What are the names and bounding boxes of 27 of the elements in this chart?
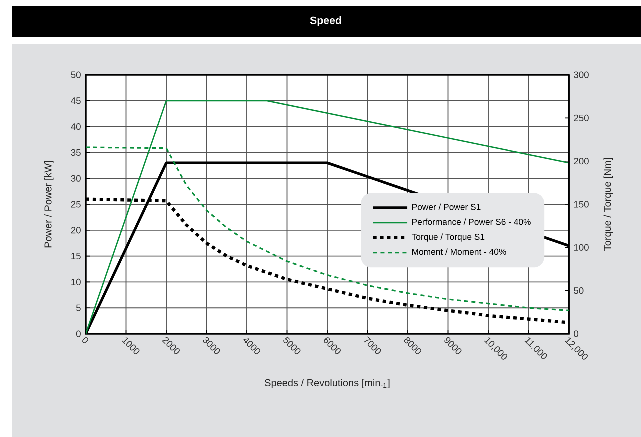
legend-label: Performance / Power S6 - 40%: [412, 218, 531, 226]
y-tick-label: 20: [71, 227, 81, 234]
y-tick-label: 50: [71, 72, 81, 78]
y-tick-label: 45: [71, 98, 81, 104]
y-tick-label: 10: [72, 278, 81, 286]
y2-axis-title: Torque / Torque [Nm]: [604, 158, 614, 251]
y-axis-title: Power / Power [kW]: [44, 161, 54, 248]
legend-label: Moment / Moment - 40%: [412, 248, 506, 256]
y-tick-label: 35: [71, 149, 81, 156]
legend-label: Torque / Torque S1: [412, 234, 485, 242]
x-axis-title: Speeds / Revolutions [min$_{-1}$]: [265, 379, 390, 388]
y2-tick-label: 150: [574, 201, 589, 208]
y-tick-label: 30: [71, 175, 81, 182]
y2-tick-label: 100: [574, 244, 589, 251]
y-tick-label: 0: [76, 330, 81, 338]
y2-tick-label: 50: [574, 288, 584, 294]
x-tick-label: 0: [82, 337, 88, 344]
chart-title: Speed: [310, 16, 342, 26]
y-tick-label: 25: [71, 201, 81, 208]
y2-tick-label: 250: [574, 114, 589, 122]
y-tick-label: 15: [72, 253, 81, 260]
legend-label: Power / Power S1: [412, 204, 481, 210]
y2-tick-label: 0: [574, 330, 579, 338]
y2-tick-label: 200: [574, 158, 589, 165]
y-tick-label: 5: [76, 304, 81, 312]
y-tick-label: 40: [71, 124, 81, 130]
y2-tick-label: 300: [574, 72, 589, 78]
